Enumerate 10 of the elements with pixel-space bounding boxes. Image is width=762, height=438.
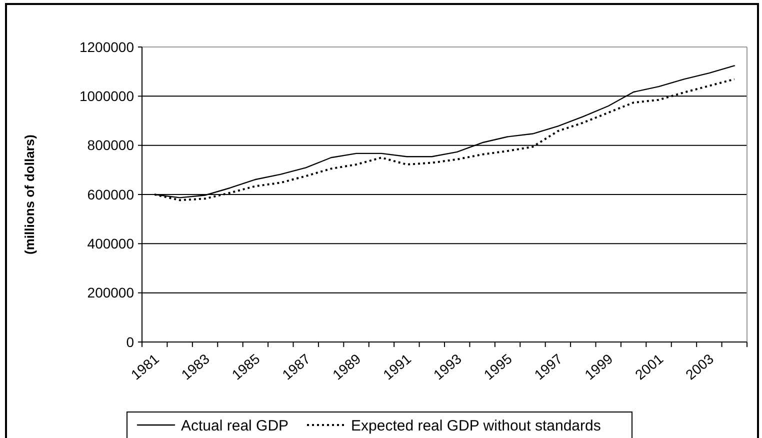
y-tick-label: 1200000 bbox=[79, 38, 134, 55]
y-tick-label: 0 bbox=[126, 334, 134, 350]
y-tick-label: 200000 bbox=[87, 284, 134, 301]
y-tick-label: 1000000 bbox=[79, 88, 134, 104]
y-tick-label: 400000 bbox=[87, 236, 134, 252]
y-axis-title: (millions of dollars) bbox=[22, 134, 37, 254]
y-tick-label: 600000 bbox=[87, 186, 134, 202]
y-tick-label: 800000 bbox=[87, 137, 134, 154]
legend-label: Actual real GDP bbox=[181, 417, 289, 434]
legend-label: Expected real GDP without standards bbox=[351, 417, 601, 434]
